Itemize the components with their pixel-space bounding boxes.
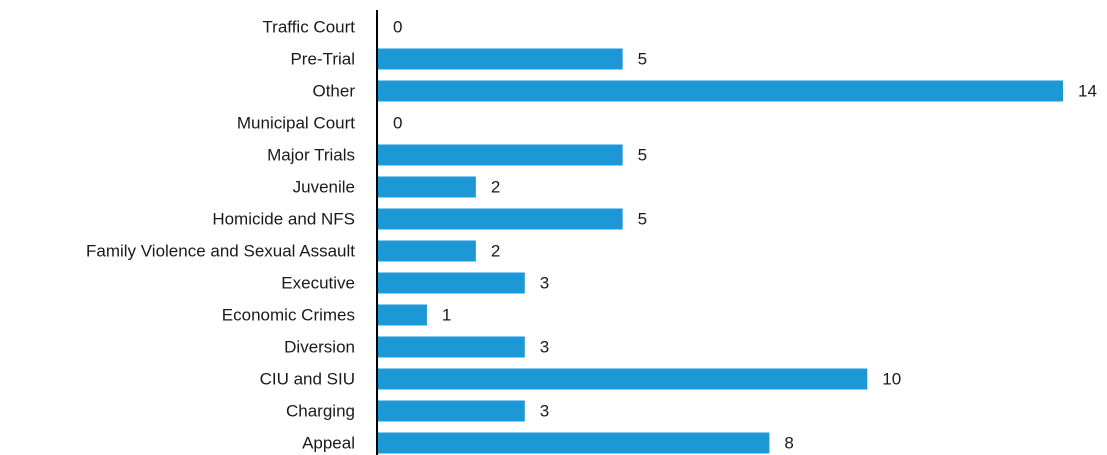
bar bbox=[378, 144, 623, 166]
category-label: Other bbox=[312, 81, 355, 100]
data-label: 3 bbox=[540, 273, 549, 292]
bar bbox=[378, 176, 476, 198]
category-label: Executive bbox=[281, 273, 355, 292]
category-label: CIU and SIU bbox=[260, 369, 355, 388]
category-label: Major Trials bbox=[267, 145, 355, 164]
data-label: 1 bbox=[442, 305, 451, 324]
category-label: Juvenile bbox=[293, 177, 355, 196]
category-label: Pre-Trial bbox=[290, 49, 355, 68]
data-label: 0 bbox=[393, 113, 402, 132]
category-label: Traffic Court bbox=[262, 17, 355, 36]
bar bbox=[378, 208, 623, 230]
bar bbox=[378, 432, 770, 454]
bar bbox=[378, 80, 1063, 102]
category-label: Municipal Court bbox=[237, 113, 355, 132]
bar bbox=[378, 368, 868, 390]
category-label: Appeal bbox=[302, 433, 355, 452]
data-label: 2 bbox=[491, 177, 500, 196]
data-label: 5 bbox=[638, 49, 647, 68]
bar bbox=[378, 304, 427, 326]
bar bbox=[378, 272, 525, 294]
category-label: Economic Crimes bbox=[222, 305, 355, 324]
category-label: Family Violence and Sexual Assault bbox=[86, 241, 355, 260]
data-label: 14 bbox=[1078, 81, 1097, 100]
category-label: Homicide and NFS bbox=[212, 209, 355, 228]
data-label: 0 bbox=[393, 17, 402, 36]
category-label: Diversion bbox=[284, 337, 355, 356]
bar bbox=[378, 48, 623, 70]
data-label: 2 bbox=[491, 241, 500, 260]
data-label: 3 bbox=[540, 401, 549, 420]
data-label: 10 bbox=[882, 369, 901, 388]
data-label: 3 bbox=[540, 337, 549, 356]
category-label: Charging bbox=[286, 401, 355, 420]
bar bbox=[378, 240, 476, 262]
bar bbox=[378, 400, 525, 422]
data-label: 5 bbox=[638, 145, 647, 164]
bar bbox=[378, 336, 525, 358]
data-label: 8 bbox=[784, 433, 793, 452]
data-label: 5 bbox=[638, 209, 647, 228]
